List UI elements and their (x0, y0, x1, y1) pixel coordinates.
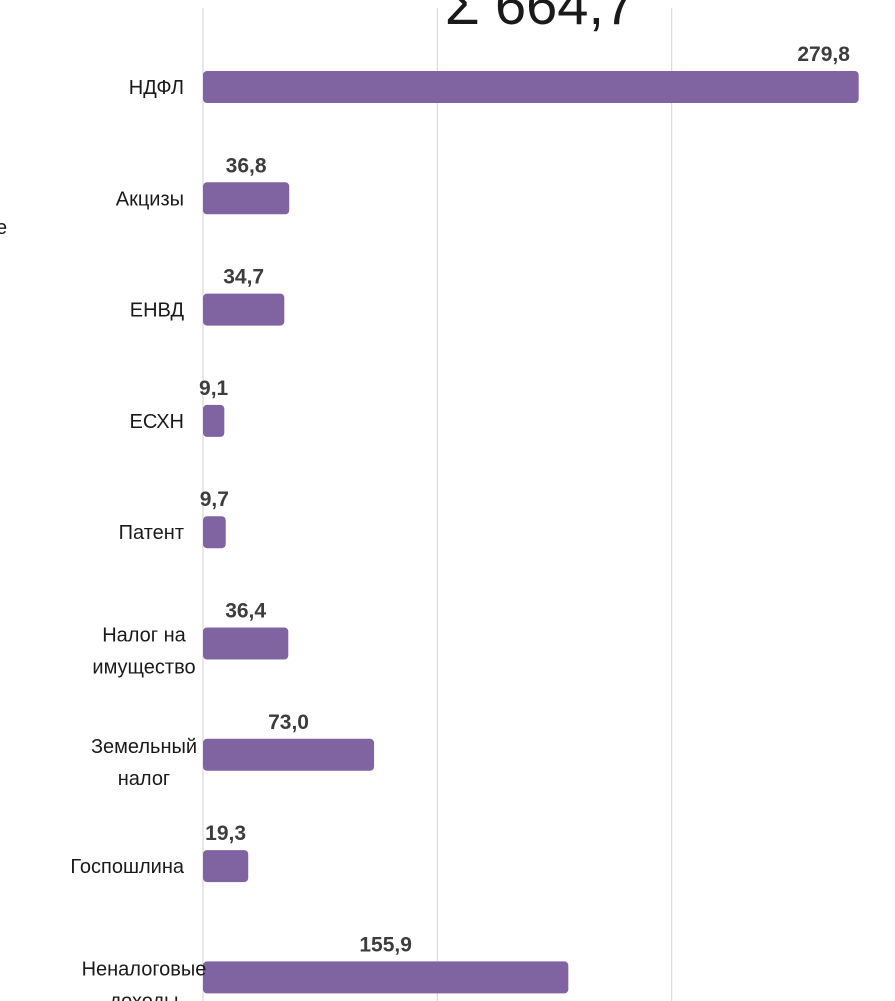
bars (203, 71, 859, 994)
bar-5 (203, 516, 226, 549)
bar-7 (203, 738, 375, 771)
category-label-7: Земельный налог (91, 736, 197, 790)
category-label-5: Патент (119, 522, 184, 544)
data-label-4: 9,1 (199, 377, 229, 400)
category-label-1: НДФЛ (129, 77, 184, 99)
bar-6 (203, 627, 289, 660)
data-label-3: 34,7 (223, 266, 264, 289)
data-label-6: 36,4 (225, 600, 266, 623)
data-label-8: 19,3 (205, 822, 246, 845)
bar-4 (203, 404, 225, 437)
chart-title: Σ 664,7 (445, 0, 635, 36)
category-label-3: ЕНВД (130, 300, 185, 322)
clipped-left-text: е (0, 217, 7, 239)
data-label-1: 279,8 (797, 43, 850, 66)
category-labels: НДФЛ Акцизы ЕНВД ЕСХН Патент Налог на имуществ… (70, 77, 206, 1001)
data-label-5: 9,7 (200, 488, 229, 511)
category-label-6: Налог на имущество (92, 625, 195, 679)
bar-3 (203, 293, 285, 326)
data-label-9: 155,9 (359, 933, 412, 956)
category-label-4: ЕСХН (130, 411, 184, 433)
bar-9 (203, 961, 569, 994)
category-label-8: Госпошлина (70, 856, 185, 878)
gridlines (202, 8, 673, 1001)
value-labels: 279,8 36,8 34,7 9,1 9,7 36,4 73,0 19,3 155,9 (199, 43, 850, 956)
bar-1 (203, 71, 859, 103)
data-label-7: 73,0 (268, 711, 309, 734)
bar-8 (203, 850, 249, 883)
category-label-2: Акцизы (116, 188, 184, 210)
bar-2 (203, 182, 290, 215)
category-label-9: Неналоговыедоходы (82, 958, 207, 1001)
data-label-2: 36,8 (226, 154, 267, 177)
